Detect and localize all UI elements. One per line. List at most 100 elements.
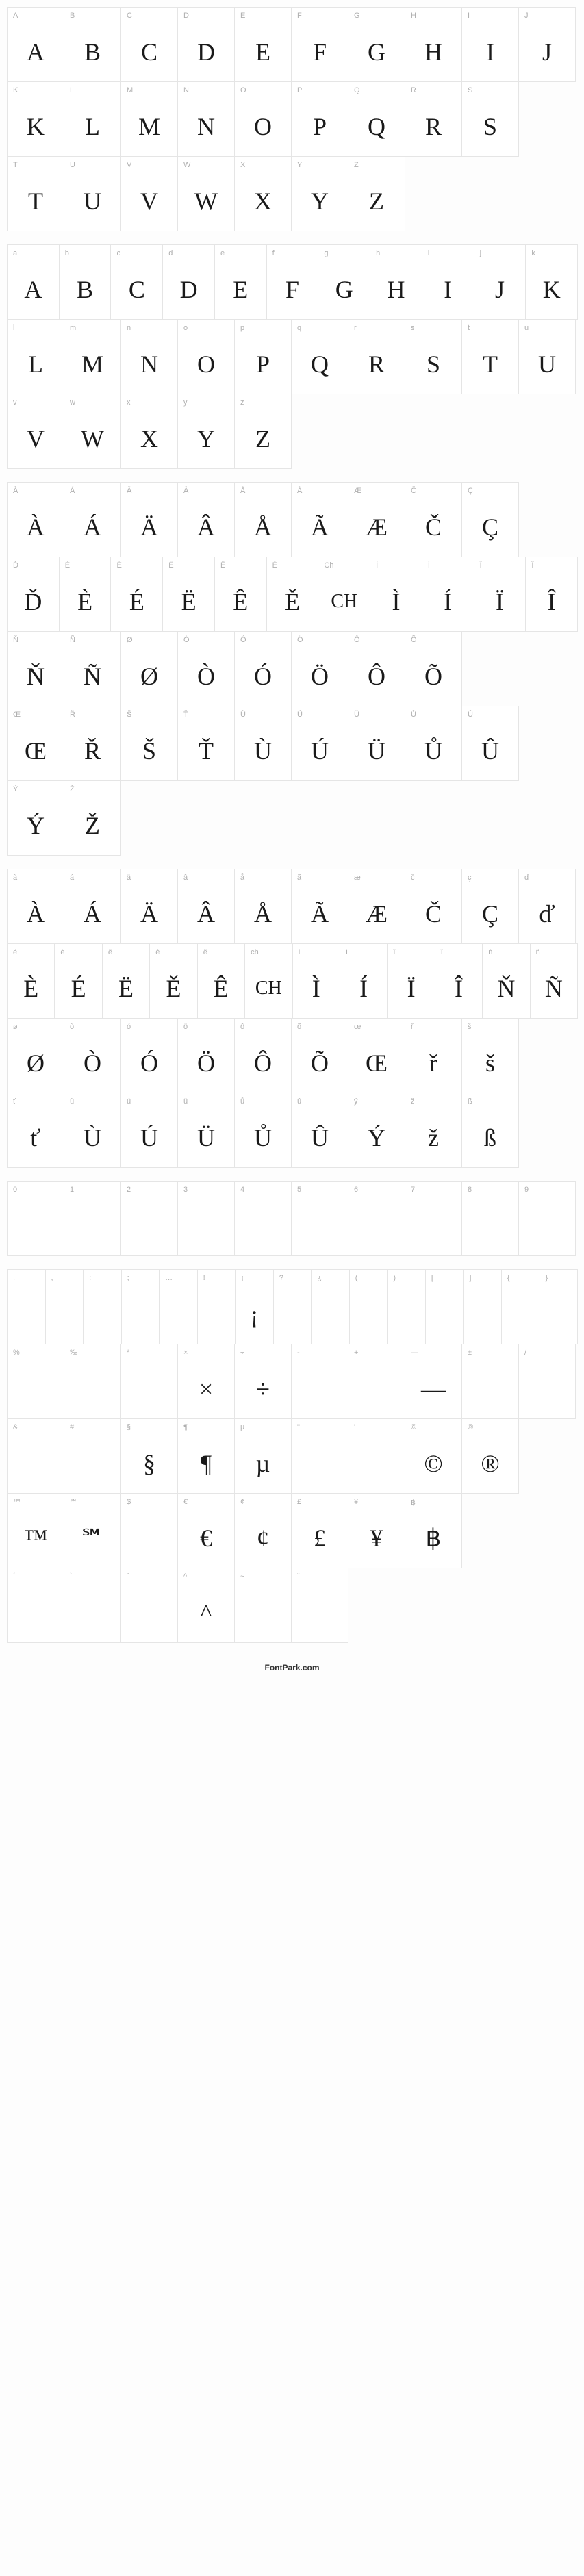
glyph-char: [350, 1285, 388, 1344]
glyph-cell: OO: [234, 81, 292, 157]
glyph-label: å: [235, 869, 291, 884]
glyph-label: ™: [8, 1494, 64, 1509]
glyph-row: 0123456789: [7, 1181, 577, 1255]
glyph-label: ï: [388, 944, 434, 959]
glyph-cell: dD: [162, 244, 215, 320]
glyph-char: N: [178, 97, 234, 156]
glyph-cell: sS: [405, 319, 462, 394]
glyph-cell: ËË: [162, 557, 215, 632]
glyph-label: õ: [292, 1019, 348, 1034]
glyph-row: ÝÝŽŽ: [7, 780, 577, 855]
glyph-cell: ŽŽ: [64, 780, 121, 856]
glyph-cell: üÜ: [177, 1093, 235, 1168]
glyph-char: Î: [526, 572, 577, 631]
glyph-label: ×: [178, 1344, 234, 1360]
glyph-label: ): [388, 1270, 425, 1285]
glyph-char: U: [519, 335, 575, 394]
glyph-cell: ): [387, 1269, 426, 1344]
glyph-char: R: [405, 97, 461, 156]
glyph-cell: aA: [7, 244, 60, 320]
glyph-char: Ë: [103, 959, 149, 1018]
glyph-label: Ó: [235, 632, 291, 647]
glyph-char: L: [8, 335, 64, 394]
glyph-cell: ÑÑ: [64, 631, 121, 706]
glyph-label: Í: [422, 557, 474, 572]
glyph-cell: /: [518, 1344, 576, 1419]
glyph-cell: ,: [45, 1269, 84, 1344]
glyph-cell: čČ: [405, 869, 462, 944]
glyph-cell: åÅ: [234, 869, 292, 944]
glyph-cell: zZ: [234, 394, 292, 469]
glyph-cell: JJ: [518, 7, 576, 82]
glyph-cell: 1: [64, 1181, 121, 1256]
glyph-label: Ď: [8, 557, 59, 572]
glyph-cell: tT: [461, 319, 519, 394]
glyph-char: K: [526, 260, 577, 319]
glyph-label: Ã: [292, 483, 348, 498]
glyph-cell: eE: [214, 244, 267, 320]
glyph-label: â: [178, 869, 234, 884]
glyph-char: O: [235, 97, 291, 156]
glyph-label: `: [64, 1568, 120, 1583]
glyph-label: ø: [8, 1019, 64, 1034]
glyph-char: ť: [8, 1108, 64, 1167]
glyph-label: *: [121, 1344, 177, 1360]
glyph-label: r: [348, 320, 405, 335]
glyph-cell: ÊÊ: [214, 557, 267, 632]
glyph-char: Ç: [462, 884, 518, 943]
glyph-char: [64, 1360, 120, 1418]
glyph-char: [312, 1285, 349, 1344]
section-lowercase: aAbBcCdDeEfFgGhHiIjJkKlLmMnNoOpPqQrRsStT…: [7, 244, 577, 468]
glyph-cell: ÏÏ: [474, 557, 526, 632]
glyph-label: £: [292, 1494, 348, 1509]
glyph-label: G: [348, 8, 405, 23]
glyph-cell: õÕ: [291, 1018, 348, 1093]
glyph-cell: AA: [7, 7, 64, 82]
glyph-label: ‰: [64, 1344, 120, 1360]
glyph-label: k: [526, 245, 577, 260]
glyph-char: Ť: [178, 722, 234, 780]
glyph-cell: II: [461, 7, 519, 82]
glyph-label: m: [64, 320, 120, 335]
glyph-char: ď: [519, 884, 575, 943]
glyph-label: W: [178, 157, 234, 172]
glyph-char: [121, 1197, 177, 1255]
glyph-label: /: [519, 1344, 575, 1360]
glyph-label: Õ: [405, 632, 461, 647]
glyph-cell: ÇÇ: [461, 482, 519, 557]
glyph-row: aAbBcCdDeEfFgGhHiIjJkK: [7, 244, 577, 319]
glyph-row: øØòÒóÓöÖôÔõÕœŒřřšš: [7, 1018, 577, 1093]
glyph-cell: ±: [461, 1344, 519, 1419]
glyph-char: Á: [64, 498, 120, 557]
glyph-cell: ¿: [311, 1269, 350, 1344]
glyph-cell: BB: [64, 7, 121, 82]
glyph-char: V: [121, 172, 177, 231]
glyph-cell: òÒ: [64, 1018, 121, 1093]
glyph-label: 7: [405, 1182, 461, 1197]
glyph-char: Ñ: [531, 959, 577, 1018]
glyph-char: O: [178, 335, 234, 394]
glyph-label: -: [292, 1344, 348, 1360]
section-digits: 0123456789: [7, 1181, 577, 1255]
glyph-char: Å: [235, 884, 291, 943]
glyph-char: H: [370, 260, 422, 319]
glyph-cell: æÆ: [348, 869, 405, 944]
glyph-char: É: [111, 572, 162, 631]
glyph-label: #: [64, 1419, 120, 1434]
glyph-cell: ¡¡: [235, 1269, 274, 1344]
glyph-label: E: [235, 8, 291, 23]
glyph-cell: nN: [120, 319, 178, 394]
glyph-label: ď: [519, 869, 575, 884]
glyph-label: ô: [235, 1019, 291, 1034]
glyph-cell: :: [83, 1269, 122, 1344]
glyph-label: A: [8, 8, 64, 23]
glyph-cell: ŘŘ: [64, 706, 121, 781]
glyph-char: Ü: [178, 1108, 234, 1167]
glyph-cell: 0: [7, 1181, 64, 1256]
glyph-char: [292, 1583, 348, 1642]
glyph-char: P: [235, 335, 291, 394]
glyph-char: [348, 1197, 405, 1255]
glyph-label: §: [121, 1419, 177, 1434]
glyph-label: ¶: [178, 1419, 234, 1434]
glyph-label: h: [370, 245, 422, 260]
